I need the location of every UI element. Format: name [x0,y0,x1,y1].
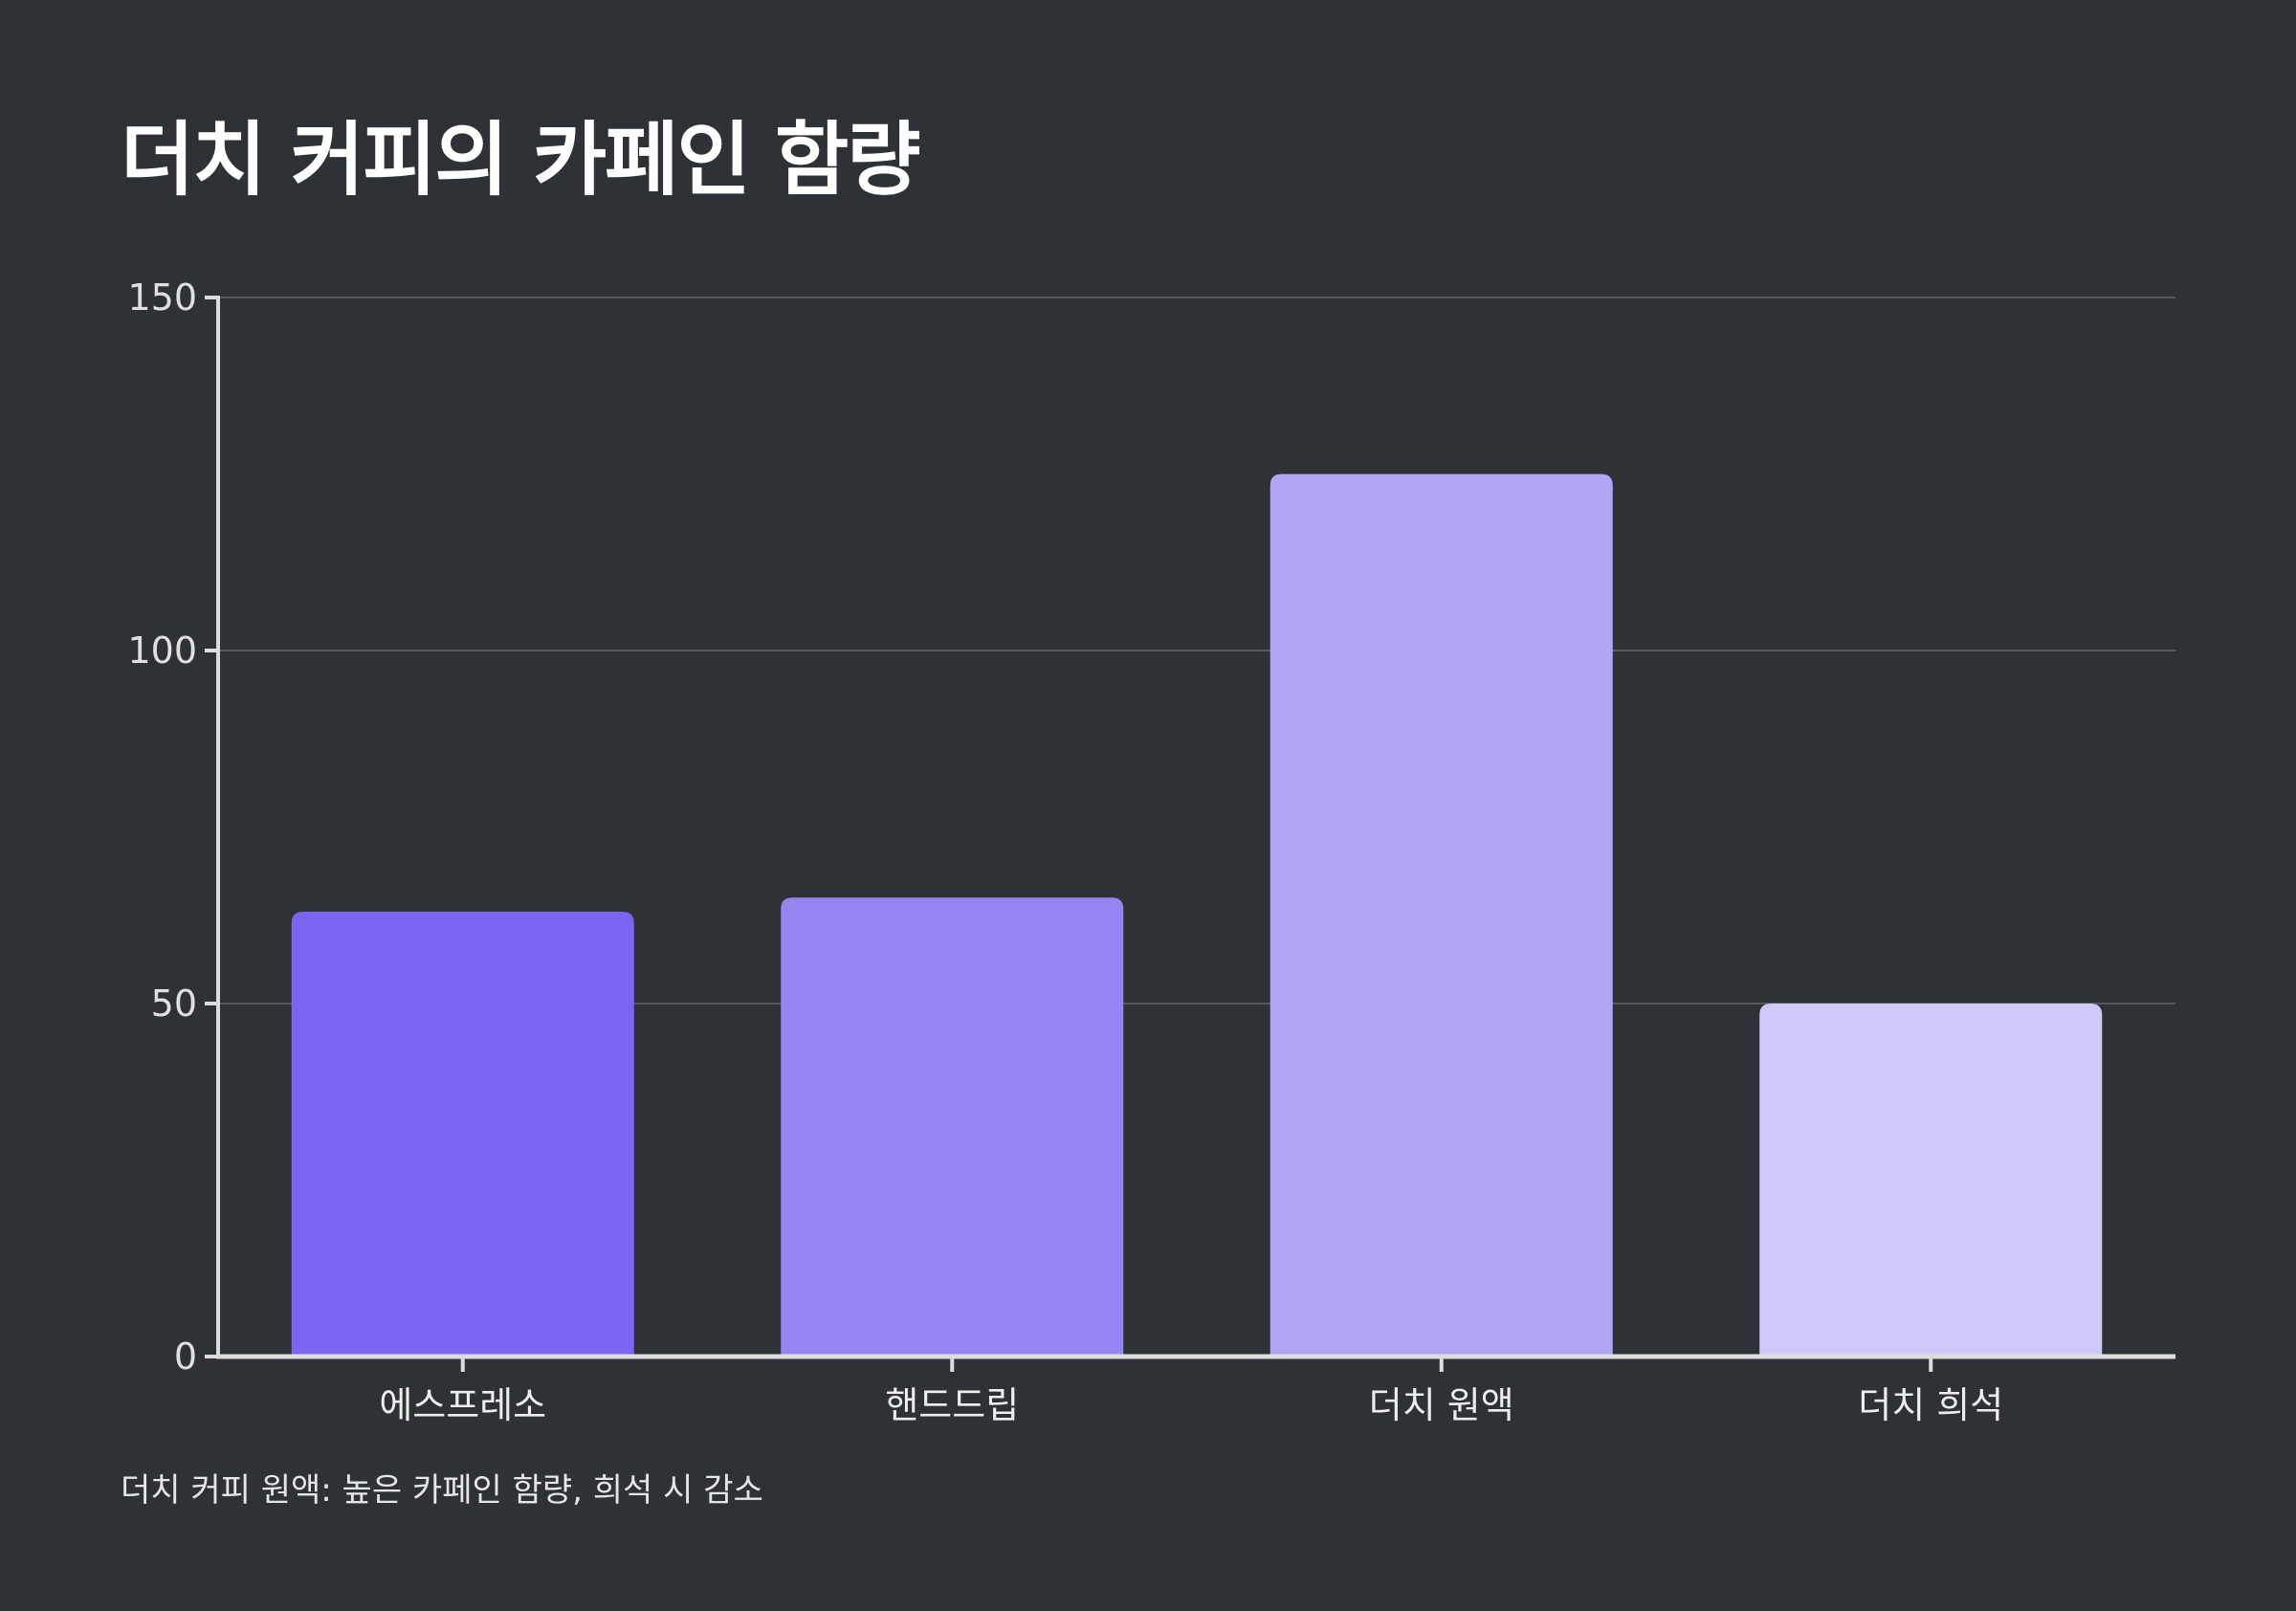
y-tick-label: 0 [174,1335,197,1378]
bar [291,912,634,1357]
bar [781,897,1124,1357]
bar [1269,474,1613,1357]
x-tick-label: 핸드드립 [885,1384,1019,1426]
axes: 0 50 100 150 에스프레소 핸드드립 더치 원액 더치 희석 [127,276,2175,1426]
y-tick-label: 100 [127,629,197,672]
x-tick-label: 에스프레소 [379,1384,546,1426]
y-tick-label: 150 [127,276,197,319]
gridlines [218,297,2175,1004]
bar [1759,1004,2103,1357]
x-tick-label: 더치 희석 [1858,1384,2003,1426]
y-tick-label: 50 [151,982,197,1025]
x-tick-label: 더치 원액 [1369,1384,1514,1426]
bars [291,474,2103,1357]
chart-footnote: 더치 커피 원액: 높은 카페인 함량, 희석 시 감소 [121,1471,763,1510]
chart-title: 더치 커피의 카페인 함량 [121,113,921,207]
